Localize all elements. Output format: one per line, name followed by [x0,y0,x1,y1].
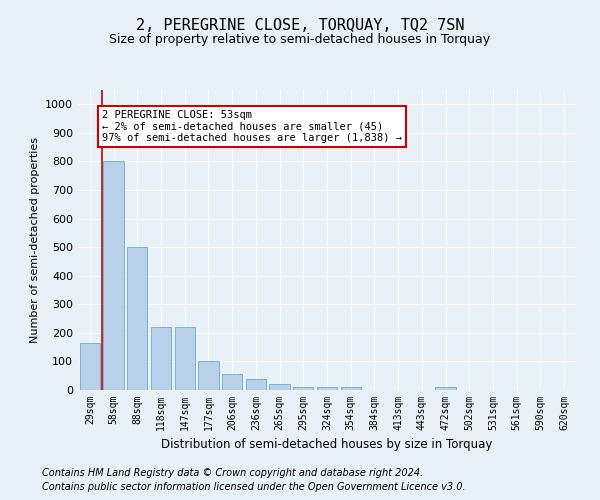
Bar [269,384,290,390]
Bar [199,362,218,390]
Bar [293,386,313,390]
Y-axis label: Number of semi-detached properties: Number of semi-detached properties [29,137,40,343]
Text: Size of property relative to semi-detached houses in Torquay: Size of property relative to semi-detach… [109,32,491,46]
Text: 2, PEREGRINE CLOSE, TORQUAY, TQ2 7SN: 2, PEREGRINE CLOSE, TORQUAY, TQ2 7SN [136,18,464,32]
Bar [317,387,337,390]
Text: Contains HM Land Registry data © Crown copyright and database right 2024.: Contains HM Land Registry data © Crown c… [42,468,423,477]
Bar [151,327,171,390]
Text: Contains public sector information licensed under the Open Government Licence v3: Contains public sector information licen… [42,482,466,492]
Bar [436,387,455,390]
Bar [80,343,100,390]
Bar [341,387,361,390]
Bar [246,379,266,390]
Bar [222,374,242,390]
Bar [103,162,124,390]
Text: 2 PEREGRINE CLOSE: 53sqm
← 2% of semi-detached houses are smaller (45)
97% of se: 2 PEREGRINE CLOSE: 53sqm ← 2% of semi-de… [102,110,402,143]
X-axis label: Distribution of semi-detached houses by size in Torquay: Distribution of semi-detached houses by … [161,438,493,452]
Bar [175,327,195,390]
Bar [127,247,148,390]
